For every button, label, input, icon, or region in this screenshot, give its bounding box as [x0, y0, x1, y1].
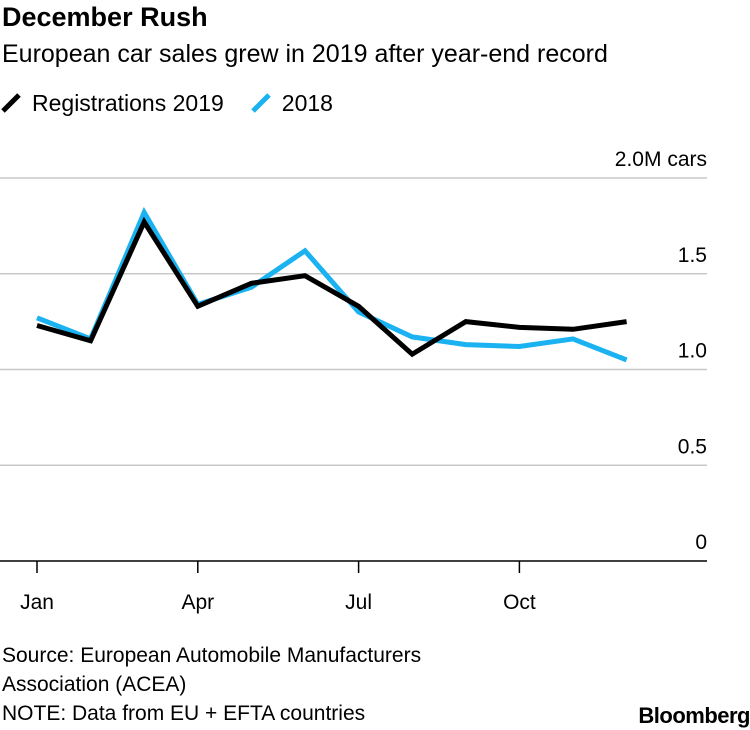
legend-swatch-2019 — [1, 93, 21, 113]
legend-swatch-2018 — [251, 93, 271, 113]
chart-subtitle: European car sales grew in 2019 after ye… — [2, 40, 608, 68]
note-text: NOTE: Data from EU + EFTA countries — [2, 702, 366, 725]
y-tick-label: 1.0 — [678, 340, 707, 363]
series-registrations-2019 — [36, 216, 627, 358]
x-tick-label: Apr — [181, 591, 214, 614]
y-tick-label: 1.5 — [678, 244, 707, 267]
source-line-2: Association (ACEA) — [2, 673, 187, 696]
chart-footer: Source: European Automobile Manufacturer… — [2, 641, 421, 728]
y-tick-label: 0.5 — [678, 435, 707, 458]
x-tick-label: Oct — [503, 591, 536, 614]
line-chart: 2.0M cars 1.5 1.0 0.5 0 Jan Apr Jul Oct — [0, 148, 707, 614]
legend-label-2018: 2018 — [281, 89, 333, 116]
legend-item-2018: 2018 — [250, 90, 333, 117]
legend-label-2019: Registrations 2019 — [32, 89, 224, 116]
bloomberg-logo: Bloomberg — [638, 703, 750, 728]
y-tick-label: 2.0M cars — [615, 148, 707, 171]
legend-item-2019: Registrations 2019 — [0, 90, 224, 117]
x-tick-label: Jan — [20, 591, 54, 614]
series-2018 — [36, 206, 628, 363]
source-line-1: Source: European Automobile Manufacturer… — [2, 644, 422, 667]
x-tick-label: Jul — [345, 591, 372, 614]
y-tick-label: 0 — [695, 531, 707, 554]
chart-title: December Rush — [2, 2, 208, 32]
legend: Registrations 2019 2018 — [0, 88, 359, 118]
series-line — [36, 216, 627, 358]
series-line — [36, 206, 628, 363]
